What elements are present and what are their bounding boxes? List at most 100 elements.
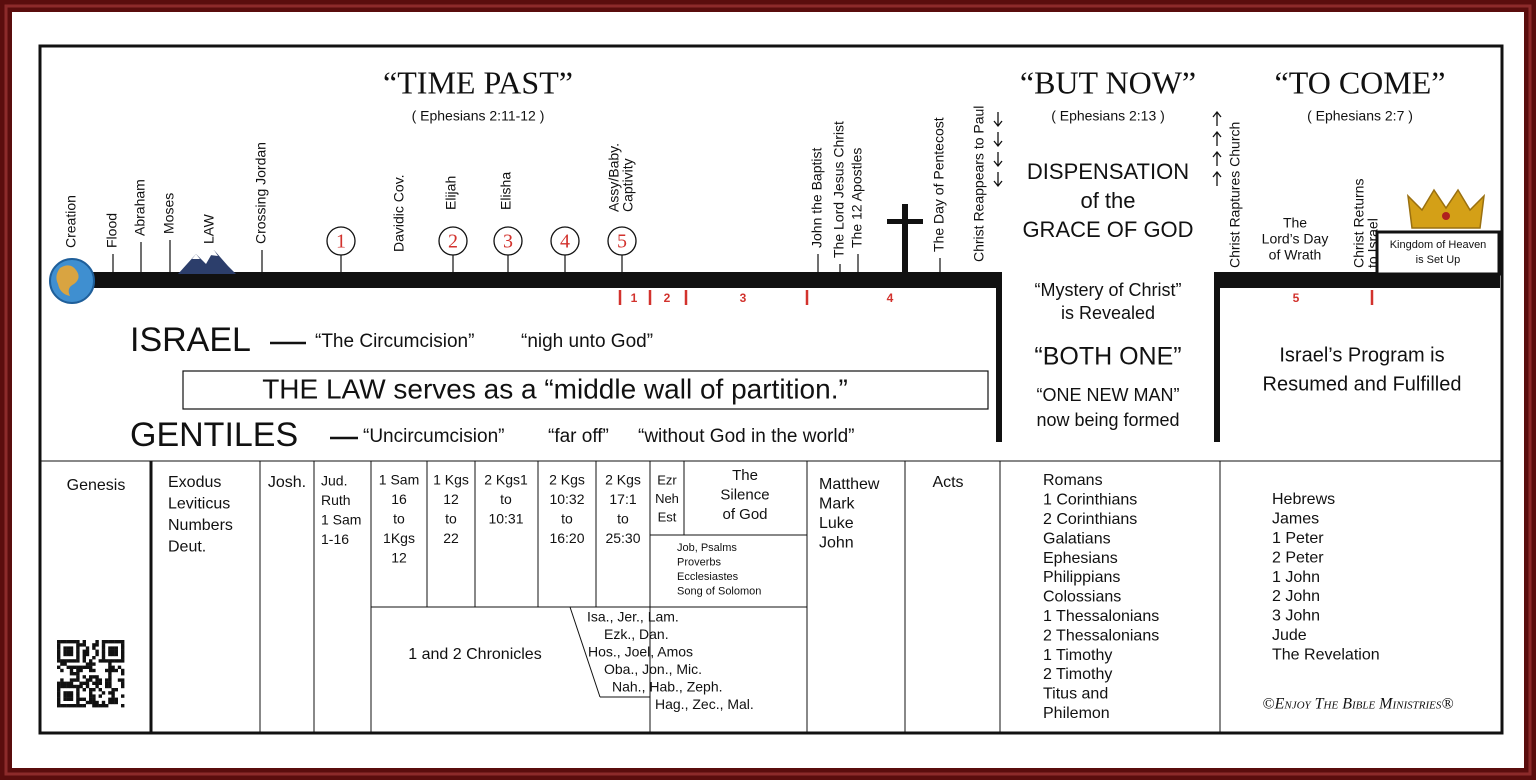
event-label: Christ Returns <box>1351 179 1367 268</box>
qr-cell <box>95 684 99 689</box>
book-name: Titus and <box>1043 686 1108 703</box>
divider <box>996 272 1002 442</box>
qr-cell <box>121 684 125 689</box>
qr-cell <box>121 649 125 653</box>
qr-cell <box>111 697 115 701</box>
qr-cell <box>121 659 125 663</box>
book-name: to <box>445 511 457 527</box>
qr-cell <box>73 678 77 682</box>
qr-cell <box>73 704 77 708</box>
quote: “without God in the world” <box>638 426 855 447</box>
qr-cell <box>79 681 83 685</box>
qr-cell <box>57 649 61 653</box>
qr-cell <box>76 704 80 708</box>
qr-cell <box>82 688 86 692</box>
book-name: 1 Kgs <box>433 472 469 488</box>
qr-cell <box>85 652 90 657</box>
qr-cell <box>82 681 86 685</box>
qr-cell <box>66 640 70 644</box>
circled-number: 2 <box>448 231 458 253</box>
book-name: Exodus <box>168 474 221 491</box>
qr-cell <box>117 659 122 663</box>
qr-cell <box>69 694 74 698</box>
book-name: 1 Sam <box>379 472 419 488</box>
qr-cell <box>66 681 70 685</box>
qr-cell <box>111 640 115 644</box>
qr-cell <box>121 681 125 685</box>
book-name: Romans <box>1043 472 1103 489</box>
qr-cell <box>121 704 125 708</box>
qr-cell <box>76 665 80 669</box>
qr-cell <box>60 668 64 673</box>
qr-cell <box>63 640 67 644</box>
qr-cell <box>92 700 96 705</box>
qr-cell <box>111 646 115 650</box>
book-name: 12 <box>391 550 407 566</box>
book-name: to <box>393 511 405 527</box>
qr-cell <box>76 678 80 682</box>
book-name: Neh <box>655 491 679 506</box>
book-name: Numbers <box>168 517 233 534</box>
qr-cell <box>69 704 74 708</box>
book-name: 3 John <box>1272 608 1320 625</box>
qr-cell <box>79 697 83 701</box>
book-name: Galatians <box>1043 530 1111 547</box>
qr-cell <box>92 704 96 708</box>
people-name: GENTILES <box>130 416 298 454</box>
event-label: The 12 Apostles <box>849 148 865 248</box>
qr-cell <box>101 643 106 647</box>
event-label: John the Baptist <box>809 147 825 248</box>
section-ref: ( Ephesians 2:7 ) <box>1307 108 1413 124</box>
section-title: “BUT NOW” <box>1020 64 1196 100</box>
period-number: 2 <box>664 291 671 305</box>
book-name: to <box>561 511 573 527</box>
qr-cell <box>105 668 109 673</box>
qr-cell <box>66 649 70 653</box>
arrow-down <box>993 132 1003 148</box>
book-name: of God <box>722 506 767 523</box>
qr-cell <box>92 681 96 685</box>
book-name: 2 Corinthians <box>1043 511 1137 528</box>
qr-cell <box>63 694 67 698</box>
qr-cell <box>76 684 80 689</box>
qr-cell <box>85 678 90 682</box>
event-label: Elisha <box>498 172 514 210</box>
arrow-up <box>1212 110 1222 126</box>
qr-cell <box>82 675 86 679</box>
qr-cell <box>85 662 90 666</box>
qr-cell <box>98 694 102 698</box>
period-number: 3 <box>740 291 747 305</box>
section-title: “TIME PAST” <box>383 64 573 100</box>
qr-cell <box>69 681 74 685</box>
book-name: Ruth <box>321 492 351 508</box>
qr-cell <box>69 668 74 673</box>
qr-cell <box>60 704 64 708</box>
event-label: Christ Raptures Church <box>1227 122 1243 268</box>
qr-cell <box>82 704 86 708</box>
qr-cell <box>63 704 67 708</box>
qr-cell <box>76 697 80 701</box>
book-name: Job, Psalms <box>677 542 737 554</box>
book-name: 10:32 <box>549 491 584 507</box>
book-name: 2 John <box>1272 588 1320 605</box>
people-name: ISRAEL <box>130 321 251 359</box>
qr-cell <box>114 668 118 673</box>
book-name: Luke <box>819 515 854 532</box>
book-name: James <box>1272 511 1319 528</box>
qr-cell <box>121 640 125 644</box>
grace-text: “ONE NEW MAN” <box>1037 385 1180 405</box>
qr-cell <box>57 697 61 701</box>
qr-cell <box>76 691 80 695</box>
qr-cell <box>114 640 118 644</box>
book-name: 25:30 <box>605 530 640 546</box>
event-label: LAW <box>201 213 217 244</box>
qr-cell <box>57 681 61 685</box>
qr-cell <box>105 659 109 663</box>
qr-cell <box>92 697 96 701</box>
grace-text: “BOTH ONE” <box>1034 343 1181 371</box>
grace-text: is Revealed <box>1061 303 1155 323</box>
book-name: Ezr <box>657 472 677 487</box>
qr-cell <box>79 665 83 669</box>
book-name: Matthew <box>819 476 880 493</box>
crown-jewel <box>1442 212 1450 220</box>
